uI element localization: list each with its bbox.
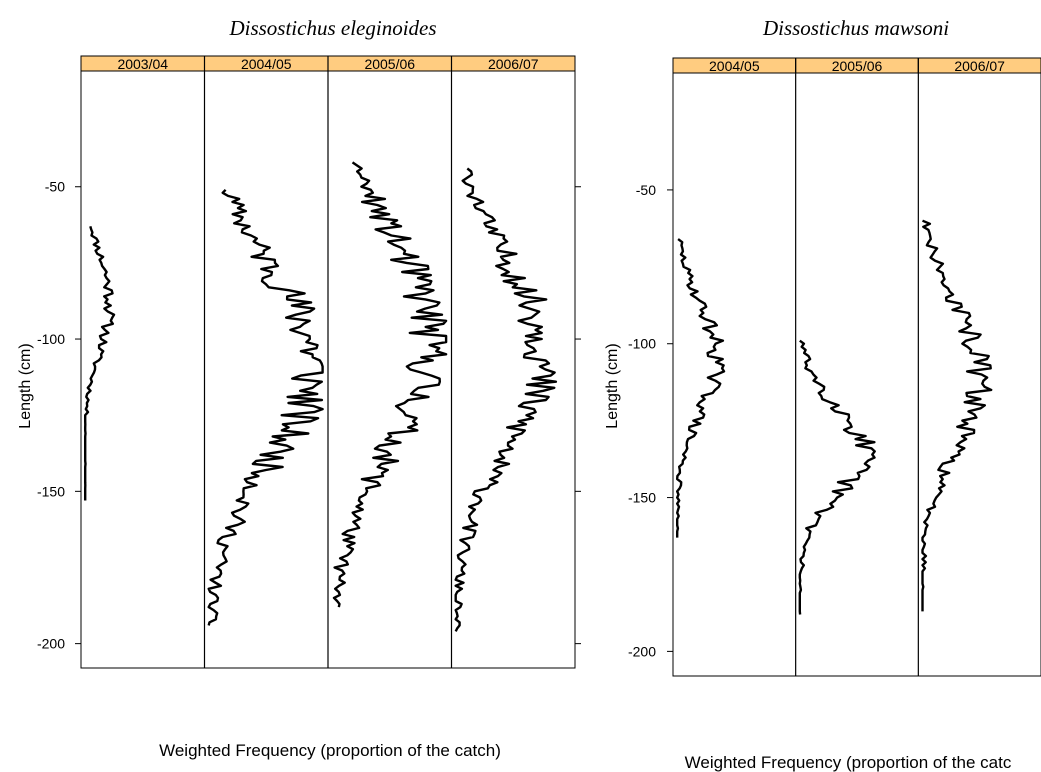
chart-left-xlabel: Weighted Frequency (proportion of the ca… xyxy=(159,741,501,760)
series-line-2006-07 xyxy=(454,167,558,632)
series-line-2004-05 xyxy=(676,238,726,538)
y-tick-label: -100 xyxy=(37,331,65,347)
chart-left-title: Dissostichus eleginoides xyxy=(228,16,436,40)
y-tick-label: -200 xyxy=(37,636,65,652)
chart-left-plot-area: -50 -100 -150 -200 2003/04 2004/05 2005/06 2006… xyxy=(37,55,581,669)
series-line-2003-04 xyxy=(84,225,116,501)
series-line-2006-07 xyxy=(921,219,993,612)
y-tick-label: -150 xyxy=(37,483,65,499)
strip-label: 2005/06 xyxy=(364,56,415,72)
chart-right-plot-area: -50 -100 -150 -200 2004/05 2005/06 2006/07 xyxy=(628,57,1041,677)
chart-right-xlabel: Weighted Frequency (proportion of the ca… xyxy=(685,753,1012,772)
y-tick-label: -50 xyxy=(45,179,65,195)
chart-left-ylabel: Length (cm) xyxy=(17,343,34,428)
y-tick-label: -150 xyxy=(628,490,656,506)
strip-label: 2003/04 xyxy=(117,56,168,72)
chart-right: Dissostichus mawsoni Length (cm) Weighte… xyxy=(604,16,1041,772)
strip-label: 2004/05 xyxy=(241,56,292,72)
panel-frame xyxy=(672,57,1041,677)
strip-label: 2004/05 xyxy=(709,58,760,74)
series-line-2004-05 xyxy=(207,188,324,626)
strip-label: 2006/07 xyxy=(954,58,1005,74)
chart-left: Dissostichus eleginoides Length (cm) Wei… xyxy=(17,16,581,760)
strip-label: 2006/07 xyxy=(488,56,539,72)
strip-label: 2005/06 xyxy=(832,58,883,74)
y-tick-label: -100 xyxy=(628,336,656,352)
chart-right-ylabel: Length (cm) xyxy=(604,343,621,428)
y-tick-label: -50 xyxy=(636,182,656,198)
chart-right-title: Dissostichus mawsoni xyxy=(762,16,949,40)
series-line-2005-06 xyxy=(332,161,448,608)
series-line-2005-06 xyxy=(798,339,876,615)
y-tick-label: -200 xyxy=(628,643,656,659)
